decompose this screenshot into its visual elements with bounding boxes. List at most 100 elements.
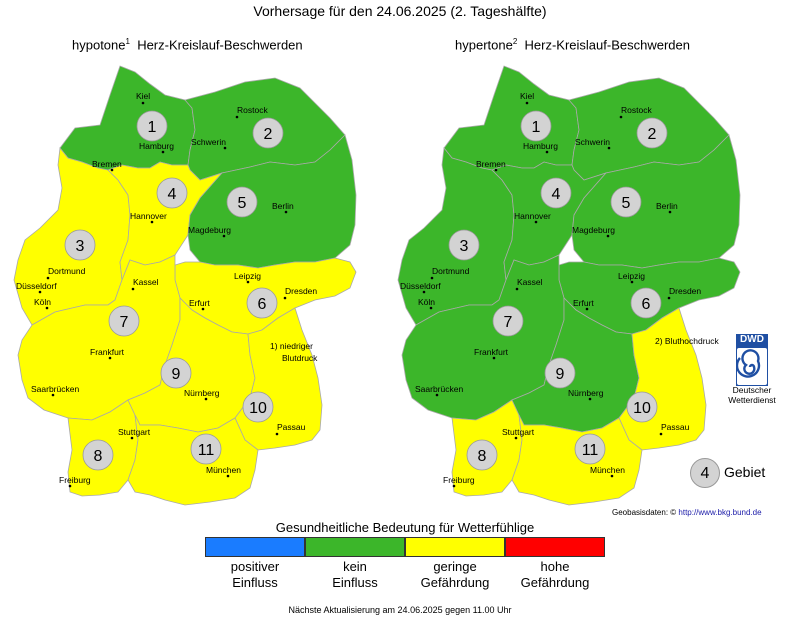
city-dot: [150, 220, 154, 224]
city-label: Schwerin: [191, 137, 226, 147]
geo-credit-prefix: Geobasisdaten: ©: [612, 508, 677, 517]
city-label: Köln: [418, 297, 435, 307]
map-title-sup: 1: [125, 37, 130, 46]
region-marker-9: [544, 357, 576, 389]
city-label: Berlin: [656, 201, 678, 211]
city-label: Hamburg: [523, 141, 558, 151]
region-number-1: 1: [532, 119, 541, 136]
legend-label-positive: positiver Einfluss: [205, 559, 305, 591]
dwd-logo: [736, 334, 768, 386]
city-dot: [110, 168, 114, 172]
city-dot: [667, 296, 671, 300]
region-marker-8: [466, 439, 498, 471]
city-dot: [51, 393, 55, 397]
note-line: 1) niedriger: [270, 341, 313, 351]
map-title-sup: 2: [512, 37, 518, 46]
region-number-5: 5: [622, 195, 631, 212]
germany-map-hypotone: Kiel Rostock Hamburg Schwerin Bremen Hannover…: [13, 65, 357, 506]
city-label: Leipzig: [234, 271, 261, 281]
city-dot: [223, 146, 227, 150]
dwd-caption: Deutscher Wetterdienst: [712, 385, 792, 405]
map-title-prefix: hypertone: [455, 37, 513, 53]
dwd-logo-text: DWD: [740, 334, 764, 345]
region-number-10: 10: [633, 400, 651, 417]
region-number-11: 11: [198, 442, 215, 459]
footer-update-note: Nächste Aktualisierung am 24.06.2025 geg…: [288, 605, 512, 615]
city-dot: [38, 290, 42, 294]
region-marker-1: [520, 110, 552, 142]
city-label: Freiburg: [59, 475, 91, 485]
region-marker-3: [448, 229, 480, 261]
legend-title: Gesundheitliche Bedeutung für Wetterfühl…: [275, 520, 535, 535]
region-area-11: [127, 414, 259, 506]
geo-credit: Geobasisdaten: © http://www.bkg.bund.de: [612, 508, 762, 517]
city-label: Saarbrücken: [415, 384, 463, 394]
city-label: Kiel: [520, 91, 534, 101]
region-number-5: 5: [238, 195, 247, 212]
region-number-9: 9: [172, 366, 181, 383]
region-number-3: 3: [460, 238, 469, 255]
city-label: Passau: [277, 422, 306, 432]
region-number-3: 3: [76, 238, 85, 255]
note-hypertone: 2) Bluthochdruck: [655, 336, 719, 346]
region-marker-6: [630, 287, 662, 319]
region-number-8: 8: [94, 448, 103, 465]
geo-credit-link[interactable]: http://www.bkg.bund.de: [678, 508, 762, 517]
city-dot: [525, 101, 529, 105]
city-dot: [607, 146, 611, 150]
city-label: Düsseldorf: [400, 281, 441, 291]
city-label: Hannover: [130, 211, 167, 221]
city-label: Erfurt: [189, 298, 210, 308]
region-number-4: 4: [168, 186, 177, 203]
city-label: Magdeburg: [572, 225, 615, 235]
city-label: Kiel: [136, 91, 150, 101]
region-number-2: 2: [648, 126, 657, 143]
legend-swatch-high: [505, 537, 605, 557]
region-marker-8: [82, 439, 114, 471]
city-dot: [131, 287, 135, 291]
city-dot: [108, 356, 112, 360]
legend-label-line: Einfluss: [332, 575, 378, 590]
city-label: Schwerin: [575, 137, 610, 147]
city-dot: [68, 484, 72, 488]
city-label: Kassel: [517, 277, 543, 287]
city-dot: [452, 484, 456, 488]
city-label: Berlin: [272, 201, 294, 211]
city-dot: [141, 101, 145, 105]
legend-label-line: Gefährdung: [420, 575, 490, 590]
city-label: Kassel: [133, 277, 159, 287]
city-label: Dortmund: [48, 266, 86, 276]
city-dot: [222, 234, 226, 238]
region-marker-5: [226, 186, 258, 218]
city-dot: [585, 307, 589, 311]
city-label: Frankfurt: [474, 347, 509, 357]
legend-label-line: kein: [343, 559, 367, 574]
legend-label-none: kein Einfluss: [305, 559, 405, 591]
city-label: Stuttgart: [502, 427, 535, 437]
legend-label-line: Gefährdung: [520, 575, 590, 590]
region-marker-7: [108, 305, 140, 337]
region-marker-2: [636, 117, 668, 149]
region-number-6: 6: [258, 296, 267, 313]
note-hypotone: 1) niedriger Blutdruck: [270, 340, 317, 364]
region-number-4: 4: [552, 186, 561, 203]
city-dot: [204, 397, 208, 401]
region-marker-10: [626, 391, 658, 423]
city-dot: [435, 393, 439, 397]
city-dot: [430, 276, 434, 280]
germany-map-hypertone: Kiel Rostock Hamburg Schwerin Bremen Hannover…: [397, 65, 741, 506]
legend-label-line: geringe: [433, 559, 477, 574]
region-marker-9: [160, 357, 192, 389]
city-dot: [246, 280, 250, 284]
region-marker-4: [540, 177, 572, 209]
map-title-hypertone: hypertone2 Herz-Kreislauf-Beschwerden: [455, 37, 690, 52]
region-number-11: 11: [582, 442, 599, 459]
city-dot: [161, 150, 165, 154]
region-number-7: 7: [504, 314, 513, 331]
region-number-6: 6: [642, 296, 651, 313]
city-dot: [45, 306, 49, 310]
legend-label-line: hohe: [540, 559, 570, 574]
city-dot: [284, 210, 288, 214]
city-label: Frankfurt: [90, 347, 125, 357]
city-label: Nürnberg: [568, 388, 604, 398]
